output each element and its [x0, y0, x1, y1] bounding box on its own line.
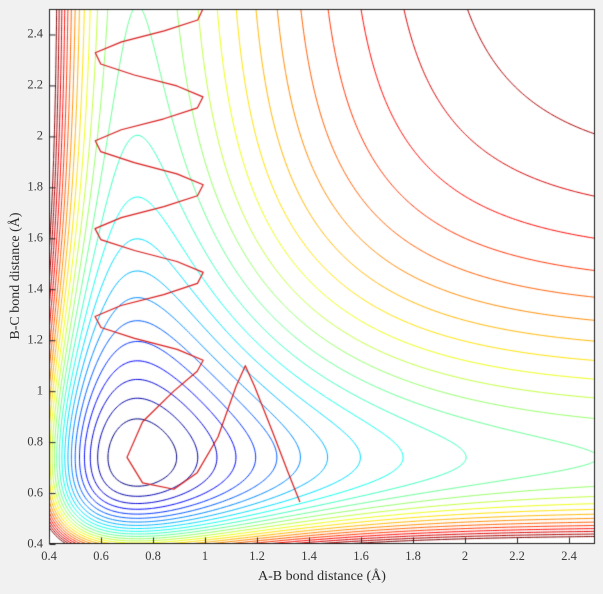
x-tick-label: 1.8 [405, 549, 421, 563]
x-tick-label: 2 [461, 549, 469, 563]
x-tick-label: 1.6 [353, 549, 369, 563]
x-tick-label: 1.2 [249, 549, 265, 563]
x-axis-label: A-B bond distance (Å) [258, 569, 386, 584]
x-tick-label: 2.4 [561, 549, 577, 563]
y-tick-label: 0.8 [27, 434, 43, 449]
x-tick-label: 0.6 [93, 549, 109, 563]
y-tick-label: 1 [36, 383, 43, 398]
y-tick-label: 2 [36, 128, 43, 143]
x-tick-label: 2.2 [509, 549, 525, 563]
y-tick-label: 0.4 [27, 536, 43, 551]
y-tick-label: 1.2 [27, 332, 43, 347]
y-tick-label: 1.8 [27, 179, 43, 194]
y-axis-label: B-C bond distance (Å) [8, 212, 23, 340]
y-tick-label: 0.6 [27, 485, 43, 500]
y-tick-label: 1.4 [27, 281, 43, 296]
y-tick-label: 2.4 [27, 26, 43, 41]
x-tick-label: 0.8 [145, 549, 161, 563]
x-tick-label: 0.4 [41, 549, 57, 563]
y-tick-label: 2.2 [27, 77, 43, 92]
y-tick-label: 1.6 [27, 230, 43, 245]
x-tick-label: 1 [201, 549, 209, 563]
x-tick-label: 1.4 [301, 549, 317, 563]
